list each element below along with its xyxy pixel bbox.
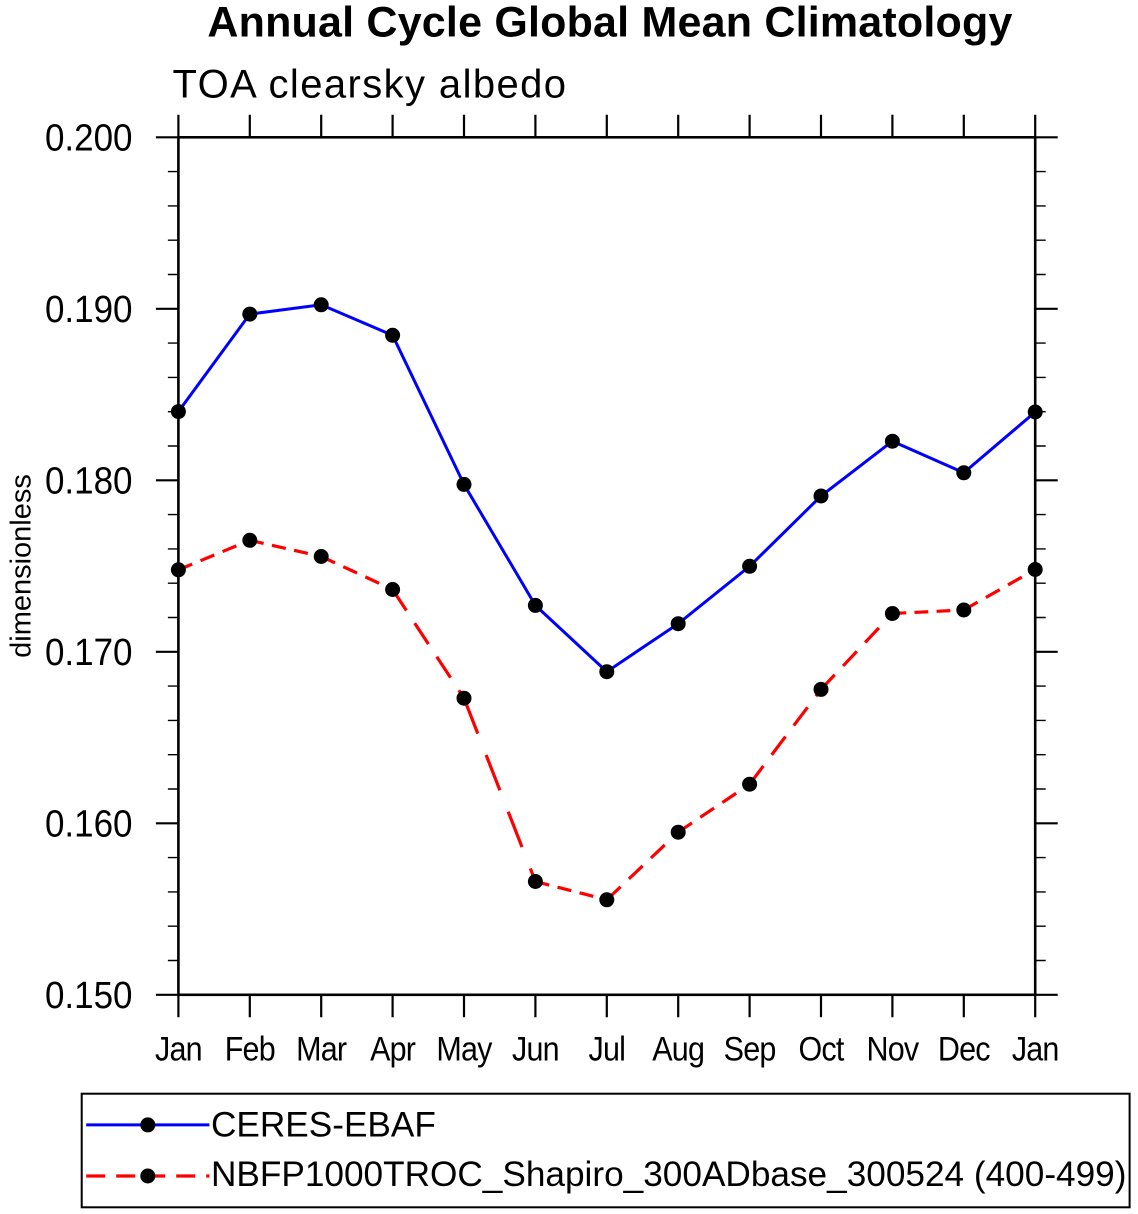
svg-text:TOA clearsky albedo: TOA clearsky albedo: [173, 63, 568, 107]
svg-text:Annual Cycle Global Mean Clima: Annual Cycle Global Mean Climatology: [207, 0, 1012, 47]
svg-text:CERES-EBAF: CERES-EBAF: [211, 1106, 436, 1145]
svg-text:Dec: Dec: [938, 1030, 990, 1068]
svg-text:Jan: Jan: [155, 1030, 202, 1068]
svg-text:0.160: 0.160: [45, 802, 133, 845]
svg-text:NBFP1000TROC_Shapiro_300ADbase: NBFP1000TROC_Shapiro_300ADbase_300524 (4…: [211, 1155, 1126, 1194]
svg-text:Aug: Aug: [652, 1030, 704, 1068]
svg-text:Mar: Mar: [296, 1030, 347, 1068]
svg-text:0.180: 0.180: [45, 459, 133, 502]
svg-text:0.200: 0.200: [45, 116, 133, 159]
svg-text:0.170: 0.170: [45, 631, 133, 674]
svg-text:Sep: Sep: [724, 1030, 776, 1068]
svg-text:Apr: Apr: [370, 1030, 416, 1068]
svg-text:0.190: 0.190: [45, 288, 133, 331]
svg-text:Jan: Jan: [1012, 1030, 1059, 1068]
svg-text:0.150: 0.150: [45, 974, 133, 1017]
svg-text:Jul: Jul: [589, 1030, 626, 1068]
svg-text:Nov: Nov: [866, 1030, 919, 1068]
svg-text:Oct: Oct: [798, 1030, 844, 1068]
svg-text:Jun: Jun: [512, 1030, 559, 1068]
svg-text:dimensionless: dimensionless: [6, 474, 38, 658]
svg-text:Feb: Feb: [225, 1030, 275, 1068]
svg-text:May: May: [436, 1030, 493, 1068]
